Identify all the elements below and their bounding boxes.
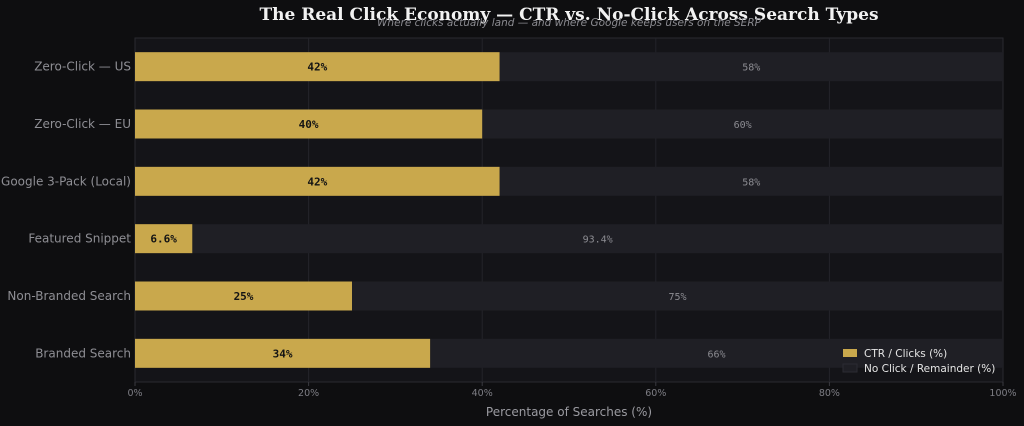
category-label: Featured Snippet (28, 232, 131, 246)
legend: CTR / Clicks (%) No Click / Remainder (%) (842, 348, 995, 375)
category-label: Non-Branded Search (7, 289, 131, 303)
bar-ctr (135, 166, 500, 196)
bar-no-click (482, 109, 1003, 139)
bar-no-click-label: 60% (734, 120, 752, 131)
plot-area (134, 37, 1004, 383)
legend-swatch (843, 349, 857, 357)
bar-ctr (135, 281, 352, 311)
legend-label: No Click / Remainder (%) (864, 363, 995, 375)
bar-ctr (135, 52, 500, 82)
bar-no-click-label: 93.4% (583, 235, 613, 246)
x-tick-label: 40% (472, 388, 493, 399)
bar-no-click (430, 338, 1003, 368)
bar-no-click (499, 166, 1003, 196)
category-label: Zero-Click — US (34, 60, 131, 74)
bar-ctr-label: 6.6% (150, 233, 177, 246)
bar-no-click (499, 52, 1003, 82)
category-label: Zero-Click — EU (34, 117, 131, 131)
x-axis-ticks: 0% 20% 40% 60% 80% 100% (127, 382, 1017, 399)
bars: 42% 58% 40% 60% 42% 58% 6.6% 93.4% 25% 75% 34% 66% (135, 52, 1004, 368)
legend-swatch (842, 363, 858, 373)
chart-title: The Real Click Economy — CTR vs. No-Clic… (259, 5, 878, 25)
bar-ctr (135, 109, 483, 139)
bar-ctr-label: 42% (307, 175, 327, 188)
grid (308, 38, 830, 382)
bar-no-click (352, 281, 1003, 311)
bar-no-click-label: 58% (742, 63, 760, 74)
bar-ctr (135, 224, 193, 254)
bar-ctr-label: 40% (299, 118, 319, 131)
x-axis-label: Percentage of Searches (%) (486, 405, 652, 419)
x-tick-label: 100% (989, 388, 1016, 399)
x-tick-label: 0% (127, 388, 142, 399)
chart-subtitle: Where clicks actually land — and where G… (377, 17, 762, 29)
category-label: Google 3-Pack (Local) (1, 174, 131, 188)
x-tick-label: 20% (298, 388, 319, 399)
category-label: Branded Search (35, 346, 131, 360)
bar-ctr-label: 42% (307, 61, 327, 74)
bar-no-click-label: 75% (668, 292, 686, 303)
bar-no-click-label: 66% (708, 349, 726, 360)
bar-ctr-label: 34% (273, 347, 293, 360)
bar-no-click-label: 58% (742, 177, 760, 188)
bar-ctr (135, 338, 431, 368)
bar-ctr-label: 25% (234, 290, 254, 303)
x-tick-label: 60% (645, 388, 666, 399)
legend-label: CTR / Clicks (%) (864, 348, 947, 360)
bar-no-click (192, 224, 1004, 254)
x-tick-label: 80% (819, 388, 840, 399)
category-labels: Zero-Click — US Zero-Click — EU Google 3-P… (1, 60, 131, 361)
